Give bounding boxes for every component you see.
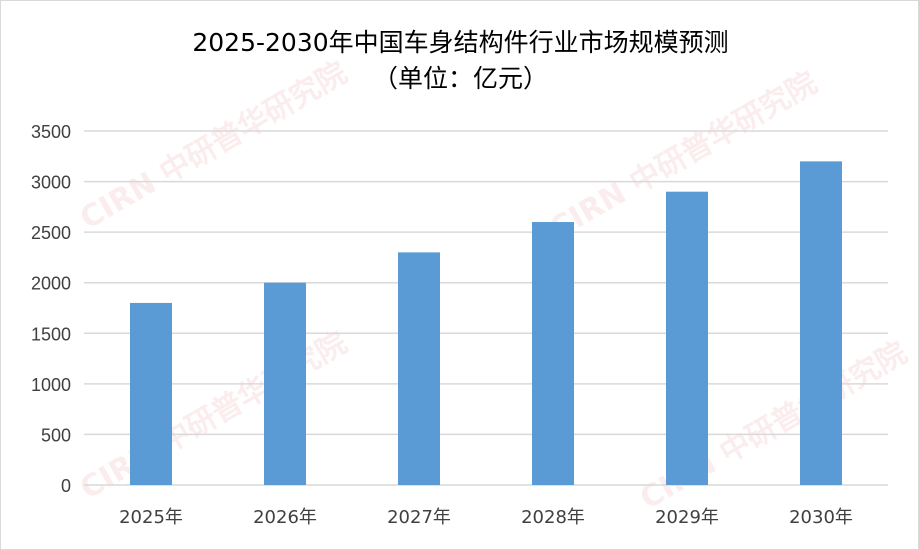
bar	[532, 222, 574, 485]
x-tick-label: 2030年	[789, 507, 853, 528]
bar	[398, 252, 440, 485]
x-tick-label: 2028年	[521, 507, 585, 528]
y-tick-label: 0	[61, 476, 71, 496]
y-tick-label: 1000	[31, 375, 71, 395]
y-tick-label: 1500	[31, 324, 71, 344]
y-tick-label: 3000	[31, 173, 71, 193]
x-tick-label: 2027年	[387, 507, 451, 528]
y-tick-label: 500	[41, 425, 71, 445]
y-tick-label: 2000	[31, 274, 71, 294]
bar	[264, 282, 306, 485]
y-tick-label: 3500	[31, 122, 71, 142]
bar	[800, 161, 842, 486]
bar	[666, 191, 708, 485]
x-tick-label: 2025年	[119, 507, 183, 528]
x-tick-label: 2029年	[655, 507, 719, 528]
bar	[130, 302, 172, 485]
x-tick-label: 2026年	[253, 507, 317, 528]
chart-subtitle: （单位：亿元）	[372, 64, 548, 93]
chart-title: 2025-2030年中国车身结构件行业市场规模预测	[192, 28, 729, 57]
y-tick-label: 2500	[31, 223, 71, 243]
